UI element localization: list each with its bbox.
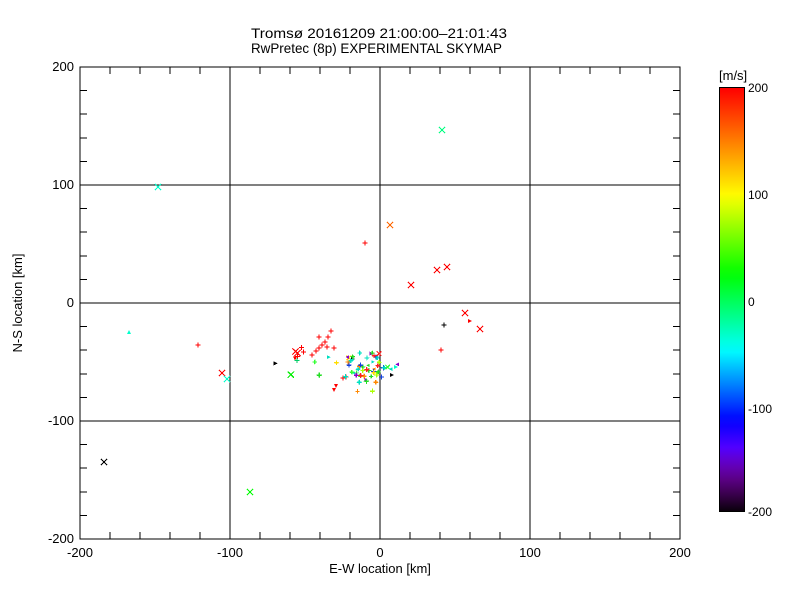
svg-text:-200: -200: [748, 505, 772, 519]
svg-text:-100: -100: [217, 545, 243, 560]
svg-text:0: 0: [67, 295, 74, 310]
svg-text:[m/s]: [m/s]: [719, 68, 747, 83]
svg-text:100: 100: [519, 545, 541, 560]
svg-text:-100: -100: [48, 413, 74, 428]
svg-text:N-S location [km]: N-S location [km]: [10, 254, 25, 353]
svg-text:200: 200: [52, 59, 74, 74]
svg-text:100: 100: [52, 177, 74, 192]
svg-text:0: 0: [748, 295, 755, 309]
svg-text:-200: -200: [67, 545, 93, 560]
svg-text:E-W location [km]: E-W location [km]: [329, 561, 431, 576]
svg-text:0: 0: [376, 545, 383, 560]
svg-text:100: 100: [748, 188, 768, 202]
svg-text:-200: -200: [48, 531, 74, 546]
svg-text:200: 200: [669, 545, 691, 560]
svg-text:RwPretec (8p) EXPERIMENTAL SKY: RwPretec (8p) EXPERIMENTAL SKYMAP: [251, 40, 502, 56]
svg-text:200: 200: [748, 81, 768, 95]
svg-text:Tromsø 20161209 21:00:00–21:01: Tromsø 20161209 21:00:00–21:01:43: [251, 25, 507, 41]
svg-text:-100: -100: [748, 402, 772, 416]
